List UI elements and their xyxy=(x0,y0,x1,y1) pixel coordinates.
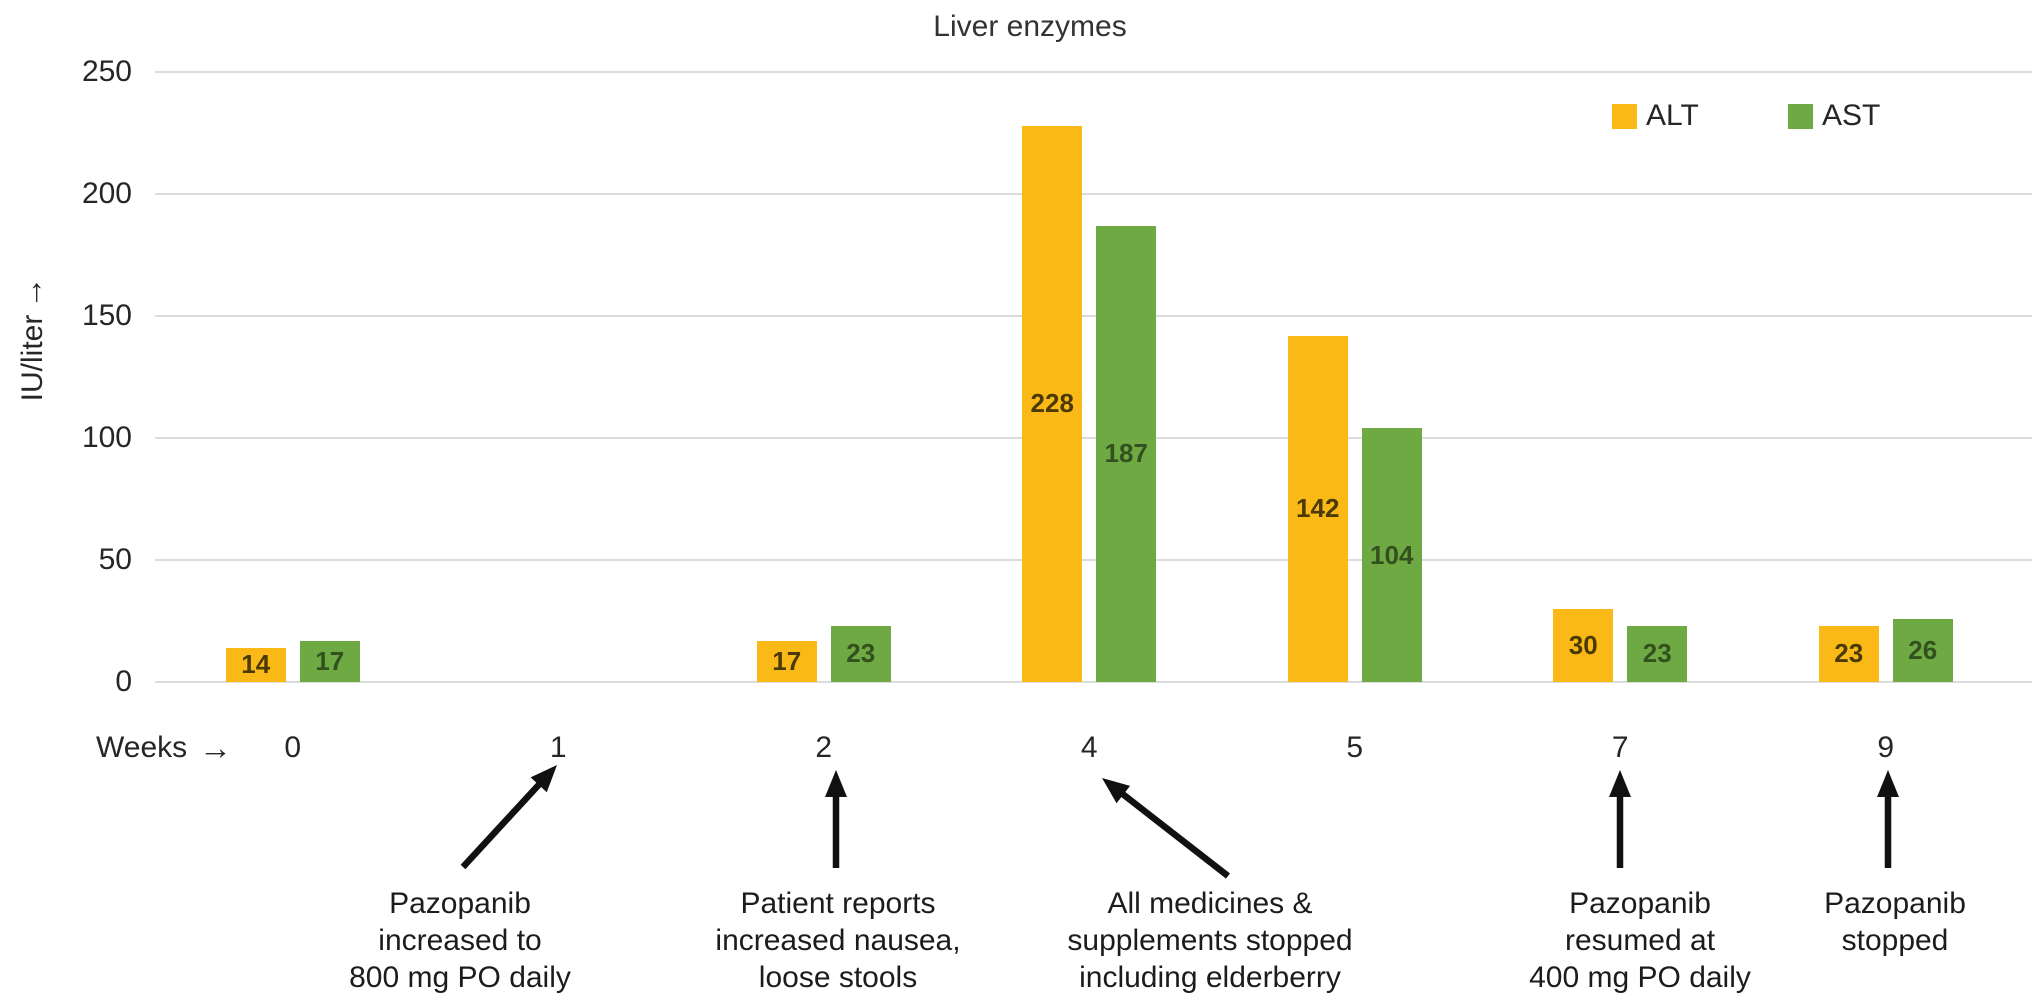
annotation-line: Pazopanib xyxy=(1824,887,1966,920)
x-tick-week-4: 4 xyxy=(1080,731,1098,764)
bar-value-ast-week-2: 23 xyxy=(846,638,876,669)
annotation-arrowhead-week-4 xyxy=(1102,778,1131,804)
alt-swatch-icon xyxy=(1612,103,1637,129)
bar-alt-week-4: 228 xyxy=(1022,125,1083,682)
annotation-line: including elderberry xyxy=(1079,961,1341,994)
bar-alt-week-7: 30 xyxy=(1553,608,1614,682)
bar-alt-week-5: 142 xyxy=(1287,335,1348,682)
annotation-arrowhead-week-2 xyxy=(825,770,847,797)
bar-value-ast-week-7: 23 xyxy=(1642,638,1672,669)
gridline-50 xyxy=(155,559,2032,561)
annotation-line: increased to xyxy=(378,924,542,957)
bar-ast-week-5: 104 xyxy=(1361,428,1422,682)
y-tick-50: 50 xyxy=(98,543,132,576)
bar-value-ast-week-5: 104 xyxy=(1370,539,1414,570)
bar-ast-week-9: 26 xyxy=(1892,618,1953,682)
y-axis-label: IU/liter→ xyxy=(13,248,49,430)
annotation-line: increased nausea, xyxy=(715,924,961,957)
x-tick-week-7: 7 xyxy=(1611,731,1629,764)
y-tick-250: 250 xyxy=(81,55,132,88)
legend-alt-label: ALT xyxy=(1646,99,1699,132)
bar-value-alt-week-7: 30 xyxy=(1568,629,1598,660)
bar-ast-week-0: 17 xyxy=(299,640,360,682)
legend-ast-label: AST xyxy=(1822,99,1881,132)
weeks-label-text: Weeks xyxy=(96,731,188,764)
y-tick-200: 200 xyxy=(81,177,132,210)
annotation-week-1: Pazopanib increased to 800 mg PO daily xyxy=(280,885,640,996)
annotation-arrow-shaft-week-4 xyxy=(1118,789,1230,879)
y-tick-150: 150 xyxy=(81,299,132,332)
gridline-200 xyxy=(155,193,2032,195)
gridline-150 xyxy=(155,315,2032,317)
x-axis-title: Weeks → xyxy=(96,730,232,766)
annotation-week-4: All medicines & supplements stopped includ… xyxy=(1030,885,1390,996)
weeks-right-arrow-icon: → xyxy=(199,729,233,766)
bar-value-ast-week-0: 17 xyxy=(315,645,345,676)
annotation-arrowhead-week-1 xyxy=(530,765,557,793)
chart-title: Liver enzymes xyxy=(933,10,1127,43)
annotation-line: Pazopanib xyxy=(389,887,531,920)
bar-value-ast-week-9: 26 xyxy=(1908,634,1938,665)
bar-value-alt-week-9: 23 xyxy=(1834,638,1864,669)
annotation-line: All medicines & xyxy=(1107,887,1313,920)
annotation-line: Patient reports xyxy=(740,887,936,920)
annotation-line: 800 mg PO daily xyxy=(349,961,571,994)
bar-alt-week-0: 14 xyxy=(225,647,286,682)
annotation-line: 400 mg PO daily xyxy=(1529,961,1751,994)
bar-ast-week-2: 23 xyxy=(830,625,891,682)
y-tick-100: 100 xyxy=(81,421,132,454)
bar-alt-week-9: 23 xyxy=(1818,625,1879,682)
annotation-line: supplements stopped xyxy=(1067,924,1353,957)
ast-swatch-icon xyxy=(1788,103,1813,129)
annotation-arrowhead-week-9 xyxy=(1877,770,1899,797)
legend-item-ast: AST xyxy=(1788,99,1880,133)
x-tick-week-0: 0 xyxy=(284,731,302,764)
annotation-week-7: Pazopanib resumed at 400 mg PO daily xyxy=(1460,885,1820,996)
annotation-line: resumed at xyxy=(1564,924,1716,957)
x-tick-week-2: 2 xyxy=(815,731,833,764)
gridline-100 xyxy=(155,437,2032,439)
bar-value-alt-week-2: 17 xyxy=(772,645,802,676)
bar-value-alt-week-0: 14 xyxy=(241,649,271,680)
bar-ast-week-4: 187 xyxy=(1096,225,1157,682)
annotation-arrow-shaft-week-1 xyxy=(460,779,544,870)
legend-item-alt: ALT xyxy=(1612,99,1699,133)
bar-ast-week-7: 23 xyxy=(1627,625,1688,682)
gridline-250 xyxy=(155,71,2032,73)
gridline-0 xyxy=(155,681,2032,683)
y-tick-0: 0 xyxy=(115,665,132,698)
x-tick-week-1: 1 xyxy=(549,731,567,764)
bar-value-alt-week-5: 142 xyxy=(1296,493,1340,524)
x-tick-week-9: 9 xyxy=(1877,731,1895,764)
annotation-week-9: Pazopanib stopped xyxy=(1715,885,2032,959)
bar-value-alt-week-4: 228 xyxy=(1030,388,1074,419)
annotation-line: Pazopanib xyxy=(1569,887,1711,920)
annotation-arrowhead-week-7 xyxy=(1609,770,1631,797)
bar-value-ast-week-4: 187 xyxy=(1104,438,1148,469)
annotation-line: loose stools xyxy=(758,961,918,994)
x-tick-week-5: 5 xyxy=(1346,731,1364,764)
bar-alt-week-2: 17 xyxy=(756,640,817,682)
annotation-week-2: Patient reports increased nausea, loose st… xyxy=(658,885,1018,996)
annotation-line: stopped xyxy=(1841,924,1949,957)
